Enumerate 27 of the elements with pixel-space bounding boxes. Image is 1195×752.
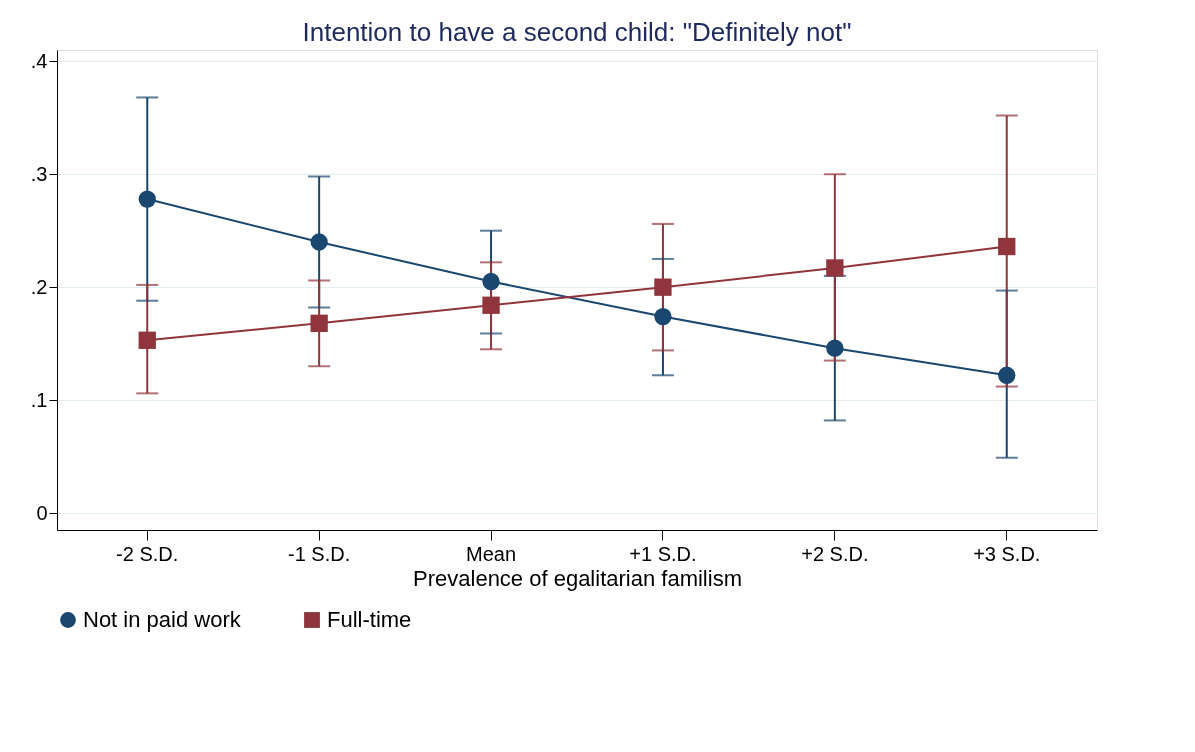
- chart-title: Intention to have a second child: "Definitely not": [302, 17, 852, 47]
- legend-label: Full-time: [327, 607, 412, 632]
- legend-label: Not in paid work: [83, 607, 242, 632]
- point: [654, 278, 672, 296]
- point: [826, 259, 844, 277]
- point: [826, 339, 844, 357]
- x-tick-label: Mean: [466, 542, 517, 565]
- point: [482, 296, 500, 314]
- x-tick-label: -2 S.D.: [116, 542, 179, 565]
- y-tick-label: .3: [30, 162, 48, 185]
- x-tick-label: +1 S.D.: [629, 542, 697, 565]
- point: [482, 272, 500, 291]
- point: [310, 233, 328, 251]
- y-tick-label: .4: [30, 49, 48, 72]
- point: [654, 307, 672, 326]
- point: [138, 190, 156, 208]
- y-tick-label: 0: [36, 501, 48, 524]
- point: [998, 237, 1016, 256]
- x-axis-title: Prevalence of egalitarian familism: [413, 565, 742, 591]
- y-tick-label: .2: [30, 275, 48, 298]
- point: [310, 314, 328, 332]
- y-tick-label: .1: [30, 388, 48, 411]
- x-tick-label: -1 S.D.: [288, 542, 351, 565]
- point: [998, 366, 1016, 384]
- point: [138, 331, 156, 349]
- x-tick-label: +3 S.D.: [973, 542, 1041, 565]
- x-tick-label: +2 S.D.: [801, 542, 869, 565]
